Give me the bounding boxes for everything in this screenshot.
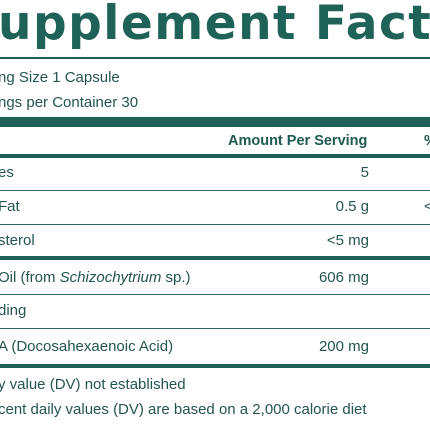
oil-label-species: Schizochytrium	[59, 269, 162, 286]
serving-size: ng Size 1 Capsule	[0, 69, 120, 86]
footnote-dv-not-established: y value (DV) not established	[0, 376, 186, 393]
nutrient-dv-fat: <	[424, 198, 430, 215]
nutrient-value-calories: 5	[360, 164, 369, 181]
footnote-calorie-diet: cent daily values (DV) are based on a 2,…	[0, 401, 367, 418]
row-divider	[0, 190, 430, 191]
panel-title: upplement Fact	[0, 0, 430, 51]
nutrient-label-dha: A (Docosahexaenoic Acid)	[0, 338, 174, 355]
servings-per-container: ngs per Container 30	[0, 94, 139, 111]
header-divider	[0, 154, 430, 158]
nutrient-label-calories: es	[0, 164, 14, 181]
bottom-divider	[0, 364, 430, 368]
section-divider	[0, 256, 430, 260]
title-divider	[0, 57, 430, 59]
row-divider	[0, 328, 430, 329]
nutrient-label-cholesterol: sterol	[0, 232, 35, 249]
nutrient-label-oil: Oil (from Schizochytrium sp.)	[0, 269, 191, 286]
oil-label-suffix: sp.)	[161, 269, 191, 286]
row-divider	[0, 294, 430, 295]
row-divider	[0, 224, 430, 225]
nutrient-value-oil: 606 mg	[318, 269, 369, 286]
oil-label-prefix: Oil (from	[0, 269, 60, 286]
thick-divider-top	[0, 117, 430, 127]
amount-per-serving-header: Amount Per Serving	[228, 133, 368, 149]
nutrient-value-fat: 0.5 g	[335, 198, 369, 215]
nutrient-value-dha: 200 mg	[318, 338, 369, 355]
nutrient-value-cholesterol: <5 mg	[326, 232, 369, 249]
nutrient-label-providing: ding	[0, 302, 27, 319]
nutrient-label-fat: Fat	[0, 198, 20, 215]
daily-value-header: %	[424, 133, 430, 149]
